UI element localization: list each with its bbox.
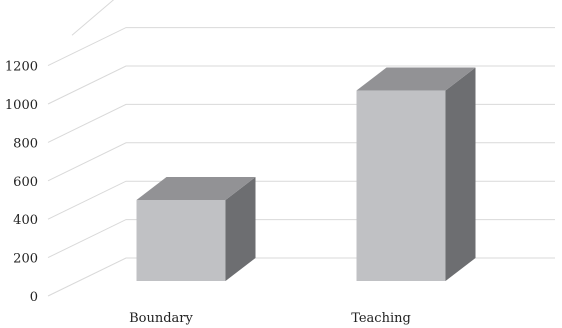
y-tick-label: 600 — [13, 175, 38, 190]
y-axis-ticks: 0 200 400 600 800 1000 1200 — [5, 60, 38, 305]
bars — [136, 67, 476, 281]
bar-top — [356, 67, 476, 91]
y-tick-label: 0 — [30, 290, 38, 305]
bar-top — [136, 177, 256, 200]
y-tick-label: 800 — [13, 136, 38, 151]
x-category-label: Boundary — [129, 311, 193, 326]
bar-side — [445, 67, 476, 281]
bar-side — [225, 177, 256, 281]
gridline — [47, 180, 555, 220]
gridline — [47, 27, 555, 67]
y-tick-label: 1000 — [5, 98, 38, 113]
x-category-label: Teaching — [351, 311, 411, 326]
gridline — [47, 103, 555, 143]
gridline — [47, 257, 555, 297]
gridline — [47, 219, 555, 259]
y-tick-label: 400 — [13, 213, 38, 228]
x-axis-labels: Boundary Teaching — [129, 311, 411, 326]
y-tick-label: 200 — [13, 252, 38, 267]
bar-front — [356, 90, 446, 281]
gridline — [47, 142, 555, 182]
gridline — [47, 65, 555, 105]
bar-teaching — [356, 67, 476, 281]
gridline — [71, 0, 115, 36]
bar-front — [136, 200, 226, 281]
grid — [47, 0, 555, 297]
y-tick-label: 1200 — [5, 60, 38, 75]
bar-boundary — [136, 177, 256, 281]
